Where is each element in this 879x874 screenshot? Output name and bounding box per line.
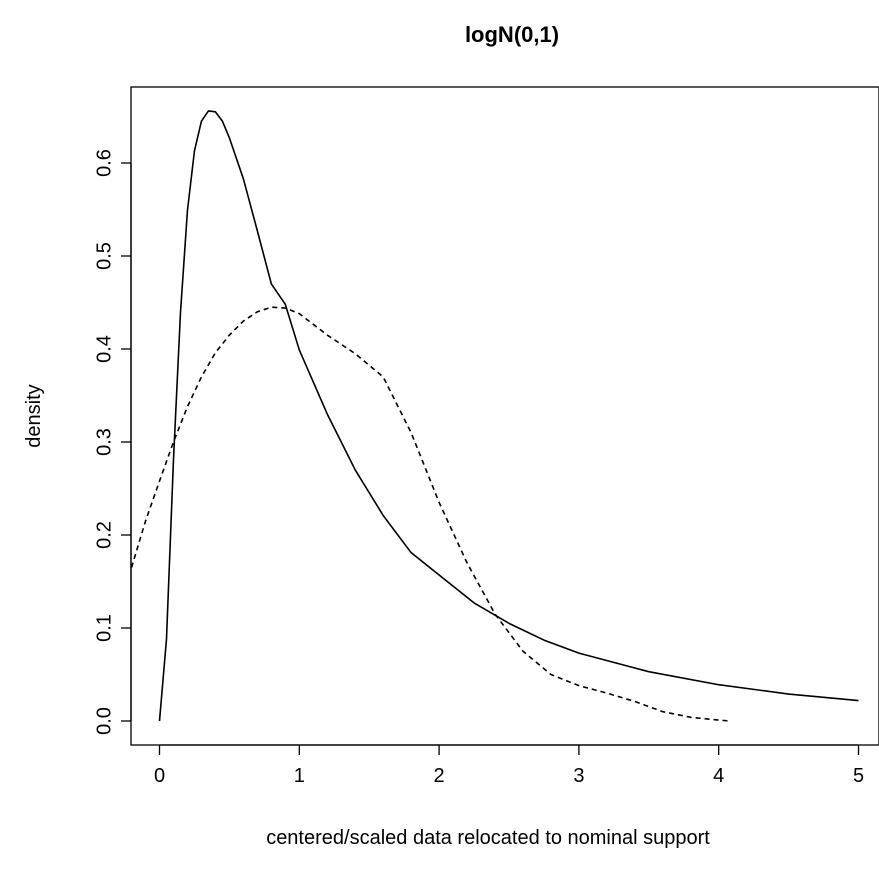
x-tick-label: 1: [294, 765, 305, 787]
series-layer: [130, 110, 859, 722]
x-tick-label: 2: [434, 765, 445, 787]
y-tick-label: 0.2: [93, 521, 115, 549]
y-tick-label: 0.6: [93, 149, 115, 177]
x-axis-label: centered/scaled data relocated to nomina…: [266, 827, 710, 849]
y-tick-label: 0.1: [93, 614, 115, 642]
y-tick-label: 0.0: [93, 707, 115, 735]
x-tick-label: 5: [853, 765, 864, 787]
x-axis: 0 1 2 3 4 5: [154, 744, 864, 787]
y-axis: 0.0 0.1 0.2 0.3 0.4 0.5 0.6: [93, 149, 132, 735]
y-tick-label: 0.4: [93, 335, 115, 363]
y-tick-label: 0.5: [93, 242, 115, 270]
x-tick-label: 4: [713, 765, 724, 787]
x-tick-label: 3: [573, 765, 584, 787]
chart-title: logN(0,1): [465, 22, 559, 47]
x-tick-label: 0: [154, 765, 165, 787]
series-line-dashed: [130, 306, 730, 722]
plot-frame: [130, 86, 879, 746]
y-axis-label: density: [23, 384, 45, 447]
series-line-solid: [158, 110, 859, 722]
y-tick-label: 0.3: [93, 428, 115, 456]
